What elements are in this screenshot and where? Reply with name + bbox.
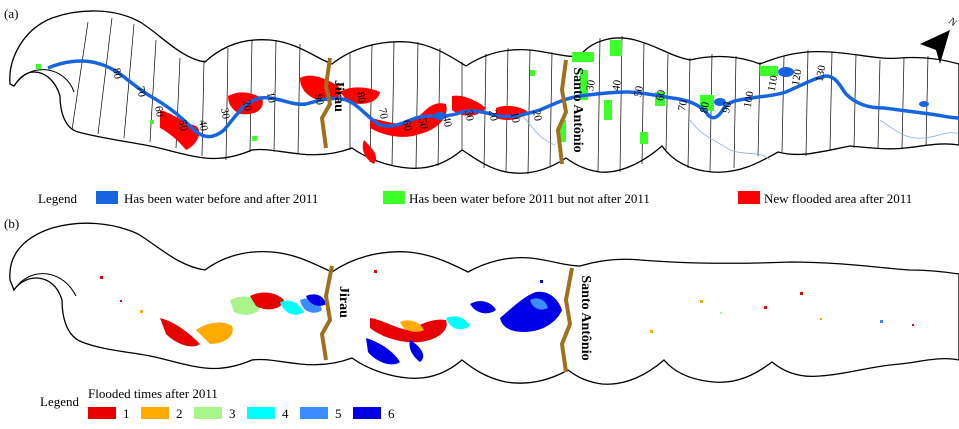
scattered-pixels-b (100, 270, 914, 333)
legend-b-subtitle: Flooded times after 2011 (88, 386, 218, 401)
km-mark: 50 (632, 85, 646, 98)
flood-frequency-areas-b (160, 291, 562, 365)
north-arrow: N (920, 16, 959, 64)
km-mark: 30 (462, 109, 476, 122)
new-flooded-areas-a (160, 75, 528, 164)
legend-b-swatch (88, 407, 116, 419)
km-mark: 20 (486, 109, 500, 122)
panel-a-label: (a) (4, 6, 18, 21)
km-mark: 70 (134, 85, 148, 98)
dam-jirau-b (319, 265, 334, 361)
km-mark: 40 (610, 79, 624, 92)
outline-hook-a (13, 69, 75, 93)
dam-santo-antonio-a (555, 59, 569, 165)
km-mark: 60 (654, 89, 668, 102)
legend-b-items: 1 2 3 4 5 6 (88, 406, 395, 421)
transect-lines-a (71, 17, 929, 175)
km-mark: 40 (440, 115, 454, 128)
north-label: N (946, 16, 959, 29)
panel-b: (b) (4, 216, 959, 421)
km-mark: 110 (766, 74, 781, 92)
km-mark: 90 (312, 93, 326, 106)
km-mark: 20 (530, 109, 544, 122)
panel-b-label: (b) (4, 216, 19, 231)
legend-a-label-new: New flooded area after 2011 (764, 191, 912, 206)
lost-water-areas-a (36, 40, 778, 144)
legend-b-title: Legend (40, 394, 79, 409)
km-mark: 120 (790, 68, 805, 87)
legend-a-label-water: Has been water before and after 2011 (124, 191, 318, 206)
study-area-outline-a (9, 10, 959, 174)
km-mark: 90 (720, 101, 734, 114)
km-mark: 40 (196, 119, 210, 132)
km-mark: 80 (110, 67, 124, 80)
north-arrow-icon (920, 30, 950, 64)
dam-santo-antonio-b (559, 267, 574, 373)
river-lakes-a (434, 67, 929, 120)
km-mark: 70 (376, 107, 390, 120)
panel-a: (a) (4, 6, 959, 206)
km-mark: 100 (742, 90, 757, 109)
legend-a-title: Legend (38, 191, 77, 206)
dam-label-jirau-a: Jirau (331, 80, 346, 112)
main-river-a (47, 59, 959, 139)
km-mark: 30 (218, 107, 232, 120)
km-mark: 30 (584, 79, 598, 92)
dam-label-santo-antonio-b: Santo Antônio (578, 275, 593, 360)
legend-b-swatch (194, 407, 222, 419)
legend-a-swatch-lost (383, 191, 405, 204)
km-mark: 70 (676, 99, 690, 112)
km-mark: 80 (354, 91, 368, 104)
dam-label-jirau-b: Jirau (336, 286, 351, 318)
legend-a-swatch-water (96, 191, 118, 204)
km-mark: 130 (814, 64, 829, 83)
legend-b-label: 5 (335, 406, 342, 421)
km-mark: 80 (698, 101, 712, 114)
legend-b-label: 1 (123, 406, 130, 421)
study-area-outline-b (9, 222, 959, 385)
legend-b-label: 2 (176, 406, 183, 421)
km-mark: 60 (152, 105, 166, 118)
dam-jirau-a (319, 57, 333, 149)
legend-b-swatch (353, 407, 381, 419)
legend-a: Legend Has been water before and after 2… (38, 191, 912, 206)
km-mark: 10 (508, 111, 522, 124)
legend-a-swatch-new (738, 191, 760, 204)
legend-b-label: 3 (229, 406, 236, 421)
km-mark: 60 (400, 119, 414, 132)
km-mark: 50 (416, 117, 430, 130)
legend-b-label: 4 (282, 406, 289, 421)
legend-a-label-lost: Has been water before 2011 but not after… (409, 191, 650, 206)
legend-b-swatch (300, 407, 328, 419)
legend-b: Legend Flooded times after 2011 1 2 3 4 5 6 (40, 386, 395, 421)
dam-label-santo-antonio-a: Santo Antônio (570, 67, 585, 152)
legend-b-label: 6 (388, 406, 395, 421)
outline-hook-b (13, 273, 77, 297)
km-mark: 20 (240, 99, 254, 112)
legend-b-swatch (247, 407, 275, 419)
km-mark: 50 (176, 119, 190, 132)
km-mark: 10 (264, 91, 278, 104)
legend-b-swatch (141, 407, 169, 419)
